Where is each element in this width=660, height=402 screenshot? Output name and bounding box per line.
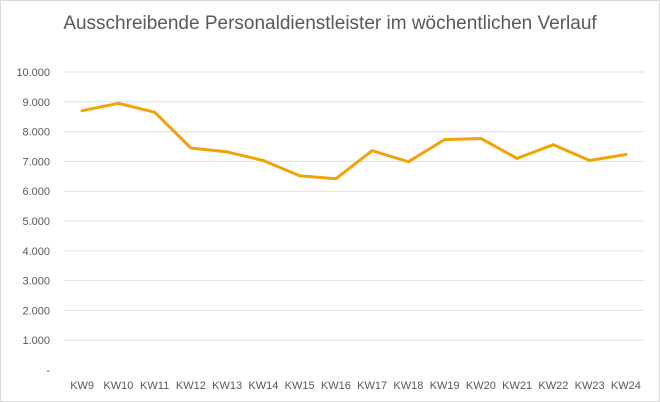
data-point: [588, 159, 592, 163]
data-point: [80, 109, 84, 113]
data-point: [624, 153, 628, 157]
x-tick-label: KW15: [285, 380, 315, 392]
x-tick-label: KW23: [575, 380, 605, 392]
x-tick-label: KW20: [466, 380, 496, 392]
x-tick-label: KW21: [502, 380, 532, 392]
y-tick-label: 4.000: [22, 246, 50, 258]
data-point: [298, 174, 302, 178]
x-axis-tick-labels: KW9 KW10 KW11 KW12 KW13 KW14 KW15 KW16 KW17 KW18 K…: [70, 380, 641, 392]
data-point: [479, 136, 483, 140]
y-tick-label: 10.000: [16, 67, 50, 79]
data-point: [334, 177, 338, 181]
x-tick-label: KW22: [538, 380, 568, 392]
data-point: [225, 150, 229, 154]
y-tick-label: 8.000: [22, 127, 50, 139]
y-tick-label: 3.000: [22, 276, 50, 288]
data-point: [370, 149, 374, 153]
y-tick-label: 5.000: [22, 216, 50, 228]
x-tick-label: KW17: [357, 380, 387, 392]
x-tick-label: KW12: [176, 380, 206, 392]
y-tick-label: 2.000: [22, 305, 50, 317]
chart-title: Ausschreibende Personaldienstleister im …: [63, 13, 597, 34]
data-point: [406, 160, 410, 164]
x-tick-label: KW9: [70, 380, 94, 392]
x-tick-label: KW13: [212, 380, 242, 392]
data-point: [261, 159, 265, 163]
data-point: [153, 110, 157, 114]
series-layer: [80, 101, 628, 181]
y-tick-label: 9.000: [22, 97, 50, 109]
data-point: [116, 101, 120, 105]
x-tick-label: KW24: [611, 380, 641, 392]
data-point: [515, 156, 519, 160]
x-tick-label: KW18: [393, 380, 423, 392]
x-tick-label: KW10: [103, 380, 133, 392]
y-tick-label: -: [46, 365, 50, 377]
x-tick-label: KW16: [321, 380, 351, 392]
y-axis-tick-labels: - 1.000 2.000 3.000 4.000 5.000 6.000 7.000 8.00…: [16, 67, 50, 377]
data-point: [443, 138, 447, 142]
data-point: [551, 143, 555, 147]
x-tick-label: KW19: [430, 380, 460, 392]
y-tick-label: 7.000: [22, 156, 50, 168]
y-tick-label: 1.000: [22, 335, 50, 347]
data-point: [189, 146, 193, 150]
x-tick-label: KW14: [248, 380, 278, 392]
y-tick-label: 6.000: [22, 186, 50, 198]
gridlines: [64, 71, 644, 341]
x-tick-label: KW11: [140, 380, 169, 392]
series-line: [80, 101, 628, 181]
